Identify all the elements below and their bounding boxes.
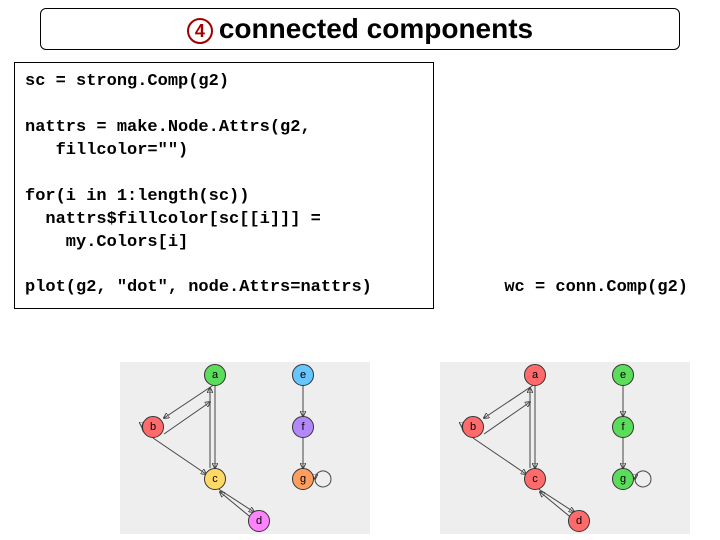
graph-right-edges	[440, 362, 690, 534]
node-a: a	[524, 364, 546, 386]
node-f: f	[292, 416, 314, 438]
graph-right-panel: a e b f c g d	[440, 362, 690, 534]
node-c: c	[524, 468, 546, 490]
code-block-right: wc = conn.Comp(g2)	[504, 278, 688, 297]
node-b: b	[462, 416, 484, 438]
node-a: a	[204, 364, 226, 386]
node-e: e	[292, 364, 314, 386]
section-marker: 4	[187, 18, 213, 44]
node-c: c	[204, 468, 226, 490]
graph-left-panel: a e b f c g d	[120, 362, 370, 534]
node-g: g	[292, 468, 314, 490]
node-f: f	[612, 416, 634, 438]
code-block-left: sc = strong.Comp(g2) nattrs = make.Node.…	[14, 62, 434, 309]
node-g: g	[612, 468, 634, 490]
node-d: d	[248, 510, 270, 532]
title-text: 4connected components	[187, 13, 533, 45]
title-box: 4connected components	[40, 8, 680, 50]
title-label: connected components	[219, 13, 533, 44]
node-e: e	[612, 364, 634, 386]
node-b: b	[142, 416, 164, 438]
node-d: d	[568, 510, 590, 532]
graph-left-edges	[120, 362, 370, 534]
